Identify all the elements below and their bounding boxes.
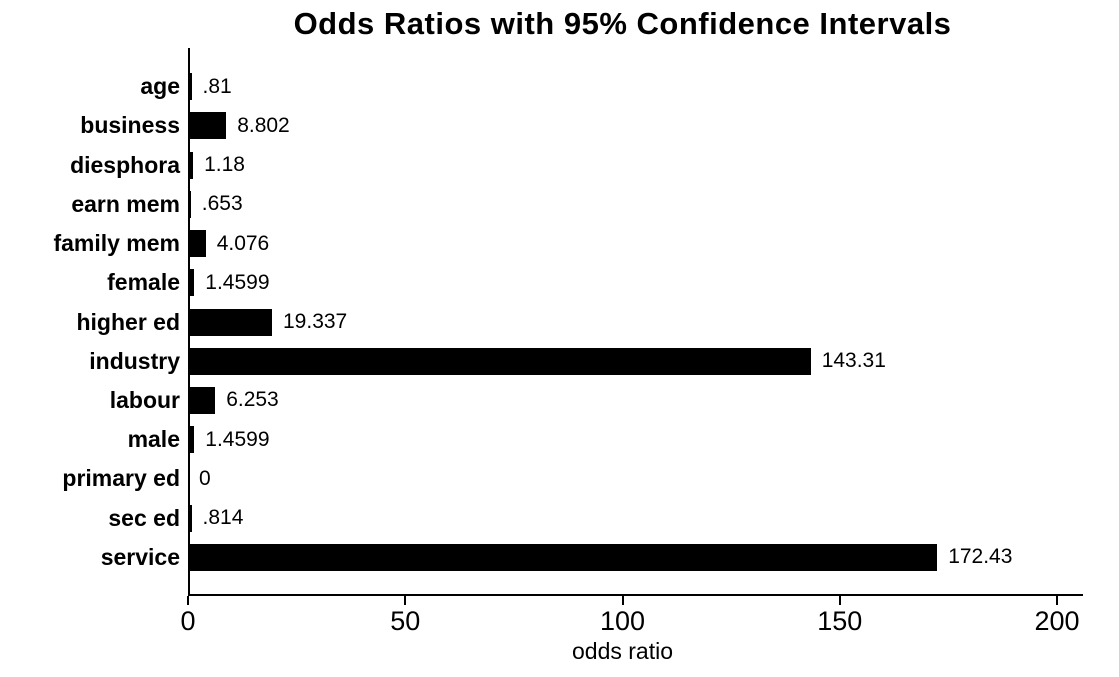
x-tick — [404, 596, 407, 605]
category-label: sec ed — [108, 504, 180, 531]
bar-row: sec ed .814 — [0, 499, 1083, 538]
bar — [188, 269, 195, 297]
x-axis-label: odds ratio — [571, 638, 673, 664]
value-label: 1.4599 — [205, 427, 270, 451]
x-tick-label: 0 — [180, 606, 196, 636]
category-label: higher ed — [76, 308, 180, 335]
category-label: diesphora — [70, 151, 180, 178]
bar-row: business 8.802 — [0, 106, 1083, 145]
bar-rows: age .81 business 8.802 diesphora 1.18 earn mem… — [0, 48, 1083, 594]
bar — [188, 151, 194, 179]
bar-row: service 172.43 — [0, 538, 1083, 577]
bar — [188, 230, 206, 258]
category-label: age — [140, 73, 180, 100]
y-axis-line — [188, 48, 190, 596]
bar-row: industry 143.31 — [0, 342, 1083, 381]
value-label: 0 — [199, 466, 211, 490]
bar-row: age .81 — [0, 67, 1083, 106]
x-tick-label: 200 — [1034, 606, 1080, 636]
value-label: 6.253 — [226, 388, 279, 412]
bar — [188, 426, 195, 454]
bar — [188, 308, 272, 336]
bar-row: higher ed 19.337 — [0, 302, 1083, 341]
category-label: earn mem — [71, 190, 180, 217]
bar — [188, 112, 227, 140]
x-tick-label: 50 — [390, 606, 421, 636]
value-label: 172.43 — [948, 545, 1013, 569]
category-label: labour — [109, 386, 180, 413]
bar-row: earn mem .653 — [0, 185, 1083, 224]
category-label: family mem — [53, 230, 180, 257]
x-tick — [187, 596, 189, 605]
bar — [188, 386, 216, 414]
category-label: industry — [89, 347, 180, 374]
x-tick-label: 150 — [817, 606, 863, 636]
value-label: 8.802 — [237, 113, 290, 137]
bar-row: diesphora 1.18 — [0, 145, 1083, 184]
chart-title: Odds Ratios with 95% Confidence Interval… — [293, 6, 952, 41]
bar — [188, 543, 938, 571]
x-tick — [621, 596, 624, 605]
bar-row: male 1.4599 — [0, 420, 1083, 459]
x-tick — [1056, 596, 1058, 605]
bar-row: family mem 4.076 — [0, 224, 1083, 263]
value-label: .814 — [202, 506, 244, 530]
value-label: 1.4599 — [205, 270, 270, 294]
value-label: 143.31 — [821, 349, 886, 373]
value-label: .81 — [202, 74, 232, 98]
bar-row: primary ed 0 — [0, 459, 1083, 498]
bar — [188, 347, 811, 375]
category-label: male — [127, 426, 180, 453]
x-tick — [838, 596, 841, 605]
category-label: business — [80, 112, 180, 139]
bar-row: labour 6.253 — [0, 381, 1083, 420]
value-label: 4.076 — [216, 231, 270, 255]
value-label: 1.18 — [204, 153, 245, 177]
category-label: service — [100, 543, 180, 570]
bar-row: female 1.4599 — [0, 263, 1083, 302]
x-axis-line — [188, 594, 1083, 596]
category-label: female — [107, 269, 180, 296]
x-tick-label: 100 — [599, 606, 646, 636]
value-label: .653 — [201, 192, 243, 216]
value-label: 19.337 — [283, 310, 348, 334]
category-label: primary ed — [62, 465, 180, 492]
